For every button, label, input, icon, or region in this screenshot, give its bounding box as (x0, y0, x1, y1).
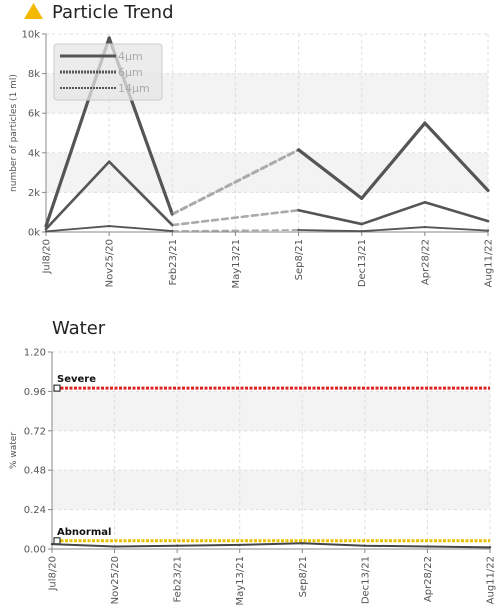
particle-series-2-segment (171, 229, 300, 232)
particle-series-0-point (171, 212, 174, 216)
particle-ytick-label: 4k (28, 148, 40, 159)
particle-series-1-point (423, 201, 427, 204)
water-band (52, 391, 490, 431)
particle-series-2-segment (360, 226, 426, 233)
particle-series-1-segment (44, 160, 111, 231)
water-series-point (488, 546, 492, 549)
particle-ytick-label: 10k (21, 30, 40, 41)
particle-series-2-segment (45, 225, 111, 233)
particle-xtick-label: May13/21 (231, 239, 242, 289)
threshold-label-severe: Severe (57, 374, 96, 385)
water-xtick-label: Dec13/21 (360, 556, 371, 604)
warning-triangle-icon (24, 3, 43, 19)
water-xtick-label: Sep8/21 (298, 556, 309, 597)
particle-xtick-label: Sep8/21 (294, 239, 305, 280)
particle-series-2-point (297, 228, 300, 232)
particle-ytick-label: 2k (28, 188, 40, 199)
water-ytick-label: 0.48 (24, 466, 46, 477)
water-series-point (363, 544, 367, 547)
water-xtick-label: May13/21 (235, 556, 246, 606)
particle-series-2-point (171, 229, 174, 233)
water-series-point (238, 543, 241, 547)
particle-series-0-point (423, 121, 427, 125)
water-xtick-label: Aug11/22 (486, 556, 497, 604)
water-series-line (51, 542, 491, 549)
particle-ytick-label: 0k (28, 228, 40, 239)
particle-series-1-point (44, 227, 48, 231)
particle-xtick-label: Aug11/22 (484, 239, 495, 287)
particle-series-2-point (486, 229, 490, 232)
water-ytick-label: 0.72 (24, 426, 46, 437)
particle-series-1-point (486, 219, 490, 223)
particle-series-0-segment (360, 121, 427, 200)
water-title: Water (52, 318, 106, 339)
particle-series-2-point (360, 230, 363, 233)
particle-series-1-point (171, 223, 174, 227)
particle-series-0-segment (296, 148, 364, 200)
particle-series-2-point (107, 224, 111, 228)
particle-xtick-label: Jul8/20 (42, 239, 53, 275)
legend-label-0: 4μm (118, 50, 143, 63)
particle-series-1-point (107, 160, 111, 163)
water-ytick-label: 0.24 (24, 505, 46, 516)
water-ytick-label: 1.20 (24, 348, 46, 359)
particle-xtick-label: Apr28/22 (420, 239, 431, 285)
water-xtick-label: Apr28/22 (423, 556, 434, 602)
water-y-axis-label: % water (9, 432, 19, 469)
threshold-marker-abnormal (53, 537, 61, 545)
water-series-point (301, 542, 304, 545)
water-xtick-label: Feb23/21 (173, 556, 184, 603)
particle-series-1-point (360, 222, 363, 226)
threshold-marker-severe (53, 384, 61, 392)
water-series-point (426, 545, 429, 548)
legend-label-2: 14μm (118, 82, 150, 95)
particle-series-2-point (44, 230, 48, 233)
water-series-point (113, 545, 116, 548)
particle-series-0-point (297, 148, 300, 152)
particle-xtick-label: Nov25/20 (105, 239, 116, 287)
water-band (52, 470, 490, 510)
particle-ytick-label: 8k (28, 69, 40, 80)
particle-series-0-point (107, 36, 111, 40)
particle-y-axis-label: number of particles (1 ml) (9, 74, 19, 192)
particle-series-2-segment (297, 229, 363, 233)
particle-trend-title: Particle Trend (52, 2, 174, 23)
particle-trend-chart: 0k 2k 4k 6k 8k 10k Jul8/20 Nov25/20 Feb23/21 May1… (9, 30, 495, 289)
particle-series-1-segment (423, 201, 490, 223)
particle-series-1-segment (360, 201, 427, 226)
particle-series-0-point (486, 189, 490, 192)
particle-series-0-segment (423, 121, 490, 193)
particle-series-1-point (297, 209, 300, 212)
particle-series-1-segment (297, 208, 364, 226)
particle-series-1-segment (107, 160, 174, 227)
particle-series-2-segment (423, 226, 489, 232)
particle-series-1-segment (170, 208, 300, 227)
water-xtick-label: Jul8/20 (48, 556, 59, 592)
particle-series-0-point (360, 197, 363, 200)
particle-xtick-label: Feb23/21 (168, 239, 179, 286)
water-ytick-label: 0.00 (24, 545, 46, 556)
particle-series-2-point (423, 225, 427, 229)
water-series-point (175, 544, 179, 547)
particle-series-0-segment (170, 148, 301, 216)
threshold-label-abnormal: Abnormal (57, 527, 111, 538)
water-xtick-label: Nov25/20 (110, 556, 121, 604)
particle-xtick-label: Dec13/21 (357, 239, 368, 287)
water-series-point (50, 542, 54, 546)
particle-ytick-label: 6k (28, 109, 40, 120)
particle-series-2-segment (108, 225, 174, 232)
legend-label-1: 6μm (118, 66, 143, 79)
water-ytick-label: 0.96 (24, 387, 46, 398)
